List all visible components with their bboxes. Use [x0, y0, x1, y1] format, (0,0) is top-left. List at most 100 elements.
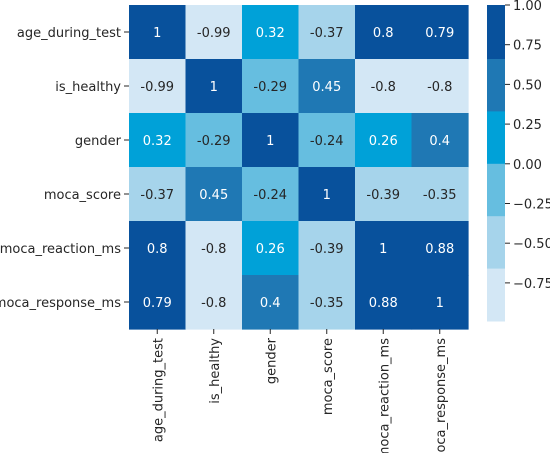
x-axis-tick-label: gender — [264, 337, 279, 384]
heatmap-cell-value: -0.99 — [140, 80, 174, 95]
y-axis-tick-label: moca_score — [44, 188, 121, 203]
heatmap-cell-value: 0.32 — [143, 134, 172, 149]
heatmap-cell — [411, 59, 469, 114]
heatmap-cell-value: 0.8 — [373, 26, 394, 41]
heatmap-cell-value: 0.4 — [260, 296, 281, 311]
heatmap-cell-value: -0.99 — [197, 26, 231, 41]
colorbar-segment — [487, 216, 505, 270]
heatmap-cell — [242, 275, 300, 330]
heatmap-cell-value: 1 — [323, 188, 331, 203]
heatmap-cell — [298, 221, 356, 276]
heatmap-cell-value: -0.35 — [423, 188, 457, 203]
colorbar-tick-label: 0.25 — [513, 118, 542, 133]
heatmap-cell-value: -0.24 — [310, 134, 344, 149]
heatmap-cell-value: 0.32 — [256, 26, 285, 41]
heatmap-cell-value: 1 — [153, 26, 161, 41]
heatmap-cells: 1 -0.99 0.32 -0.37 0.8 0.79 -0.99 1 -0.29 0.45 -0.… — [129, 5, 469, 330]
x-axis-tick-label: is_healthy — [208, 338, 223, 404]
colorbar-segment — [487, 5, 505, 60]
heatmap-cell-value: -0.8 — [427, 80, 452, 95]
heatmap-cell-value: 0.26 — [256, 242, 285, 257]
heatmap-cell — [298, 275, 356, 330]
heatmap-cell-value: -0.8 — [201, 296, 226, 311]
heatmap-cell-value: -0.29 — [253, 80, 287, 95]
heatmap-cell — [298, 167, 356, 222]
y-axis-tick-label: is_healthy — [55, 80, 121, 95]
colorbar-segment — [487, 58, 505, 112]
heatmap-cell-value: 0.88 — [369, 296, 398, 311]
heatmap-cell — [185, 275, 243, 330]
heatmap-cell — [298, 59, 356, 114]
heatmap-cell — [242, 167, 300, 222]
x-axis-tick-label: age_during_test — [151, 338, 166, 442]
x-axis-tick-labels: age_during_test is_healthy gender moca_scor… — [151, 329, 449, 458]
colorbar-tick-label: 0.50 — [513, 78, 542, 93]
x-axis-tick-label: moca_reaction_ms — [377, 338, 392, 453]
heatmap-cell-value: -0.37 — [310, 26, 344, 41]
y-axis-tick-label: moca_response_ms — [0, 296, 121, 311]
heatmap-cell — [242, 59, 300, 114]
heatmap-cell — [185, 59, 243, 114]
heatmap-cell — [355, 221, 413, 276]
colorbar-tick-label: −0.75 — [513, 277, 550, 292]
heatmap-cell-value: -0.8 — [201, 242, 226, 257]
heatmap-cell — [355, 275, 413, 330]
y-axis-tick-label: moca_reaction_ms — [0, 242, 121, 257]
heatmap-cell — [242, 221, 300, 276]
colorbar: 1.00 0.75 0.50 0.25 0.00 −0.25 −0.50 −0.75 — [487, 0, 550, 322]
heatmap-cell-value: 0.45 — [199, 188, 228, 203]
x-axis-tick-label: moca_response_ms — [434, 338, 449, 453]
heatmap-cell — [129, 275, 187, 330]
heatmap-cell — [355, 113, 413, 168]
heatmap-cell — [185, 5, 243, 60]
heatmap-cell — [411, 113, 469, 168]
heatmap-cell — [411, 275, 469, 330]
heatmap-cell-value: 0.4 — [429, 134, 450, 149]
colorbar-segment — [487, 268, 505, 322]
heatmap-cell — [242, 5, 300, 60]
heatmap-cell-value: 0.79 — [425, 26, 454, 41]
x-axis-tick-label: moca_score — [321, 338, 336, 415]
heatmap-cell-value: 0.8 — [147, 242, 168, 257]
heatmap-cell — [185, 167, 243, 222]
heatmap-cell-value: -0.37 — [140, 188, 174, 203]
heatmap-cell — [411, 221, 469, 276]
heatmap-cell-value: 1 — [266, 134, 274, 149]
heatmap-cell-value: 1 — [210, 80, 218, 95]
heatmap-cell — [129, 221, 187, 276]
colorbar-tick-label: 1.00 — [513, 0, 542, 14]
colorbar-tick-label: 0.75 — [513, 39, 542, 54]
heatmap-cell-value: 0.88 — [425, 242, 454, 257]
colorbar-segment — [487, 111, 505, 165]
heatmap-cell-value: -0.24 — [253, 188, 287, 203]
heatmap-cell — [185, 221, 243, 276]
heatmap-cell — [129, 167, 187, 222]
heatmap-cell-value: -0.39 — [310, 242, 344, 257]
heatmap-cell — [129, 5, 187, 60]
heatmap-cell — [298, 5, 356, 60]
y-axis-tick-label: age_during_test — [17, 26, 121, 41]
heatmap-cell — [129, 59, 187, 114]
heatmap-cell — [355, 59, 413, 114]
heatmap-cell-value: -0.39 — [366, 188, 400, 203]
heatmap-cell-value: 1 — [379, 242, 387, 257]
heatmap-cell — [411, 5, 469, 60]
heatmap-cell-value: 0.45 — [312, 80, 341, 95]
heatmap-cell-value: 1 — [436, 296, 444, 311]
heatmap-cell — [411, 167, 469, 222]
heatmap-cell-value: -0.8 — [371, 80, 396, 95]
heatmap-cell — [355, 167, 413, 222]
colorbar-tick-label: −0.25 — [513, 197, 550, 212]
heatmap-cell-value: -0.35 — [310, 296, 344, 311]
colorbar-segment — [487, 163, 505, 217]
heatmap-cell — [242, 113, 300, 168]
colorbar-tick-label: −0.50 — [513, 237, 550, 252]
heatmap-cell — [355, 5, 413, 60]
heatmap-cell-value: -0.29 — [197, 134, 231, 149]
colorbar-tick-label: 0.00 — [513, 158, 542, 173]
heatmap-cell — [185, 113, 243, 168]
y-axis-tick-label: gender — [75, 134, 122, 149]
